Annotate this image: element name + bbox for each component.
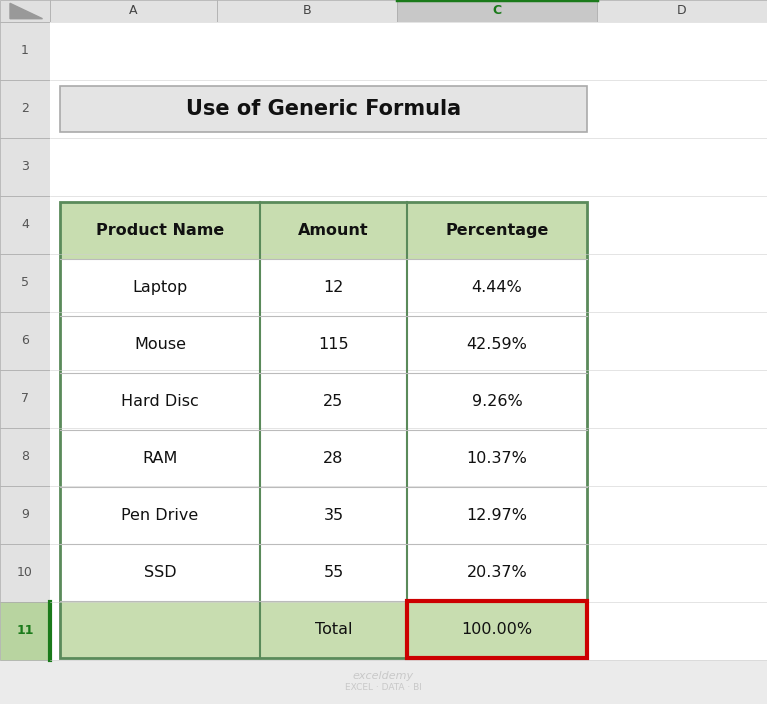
Bar	[217, 0, 397, 22]
Text: 9.26%: 9.26%	[472, 394, 522, 409]
Bar	[397, 0, 597, 22]
Text: 42.59%: 42.59%	[466, 337, 528, 352]
Bar	[50, 0, 217, 22]
Text: EXCEL · DATA · BI: EXCEL · DATA · BI	[345, 684, 422, 693]
Bar	[50, 196, 767, 254]
Text: Amount: Amount	[298, 223, 369, 238]
Bar	[0, 370, 50, 428]
Bar	[50, 312, 767, 370]
Bar	[50, 138, 767, 196]
Text: 10.37%: 10.37%	[466, 451, 528, 466]
Bar	[0, 428, 50, 486]
Bar	[60, 86, 587, 132]
Text: 4: 4	[21, 218, 29, 232]
Text: Total: Total	[314, 622, 352, 637]
Text: 28: 28	[324, 451, 344, 466]
Text: 9: 9	[21, 508, 29, 522]
Text: 12: 12	[324, 280, 344, 295]
Polygon shape	[10, 4, 42, 19]
Bar	[60, 601, 587, 658]
Bar	[0, 486, 50, 544]
Text: Percentage: Percentage	[446, 223, 548, 238]
Text: 8: 8	[21, 451, 29, 463]
Bar	[60, 202, 587, 259]
Bar	[50, 544, 767, 602]
Text: Mouse: Mouse	[134, 337, 186, 352]
Text: 7: 7	[21, 393, 29, 406]
Bar	[60, 202, 587, 658]
Text: 20.37%: 20.37%	[466, 565, 528, 580]
Bar	[0, 544, 50, 602]
Bar	[0, 80, 50, 138]
Text: exceldemy: exceldemy	[353, 671, 414, 681]
Text: A: A	[130, 4, 138, 18]
Text: B: B	[303, 4, 311, 18]
Text: 6: 6	[21, 334, 29, 348]
Bar	[50, 254, 767, 312]
Text: SSD: SSD	[143, 565, 176, 580]
Text: D: D	[677, 4, 686, 18]
Text: 4.44%: 4.44%	[472, 280, 522, 295]
Bar	[50, 428, 767, 486]
Text: Pen Drive: Pen Drive	[121, 508, 199, 523]
Bar	[50, 370, 767, 428]
Bar	[50, 486, 767, 544]
Bar	[0, 196, 50, 254]
Text: 35: 35	[324, 508, 344, 523]
Bar	[0, 138, 50, 196]
Text: 2: 2	[21, 103, 29, 115]
Text: 12.97%: 12.97%	[466, 508, 528, 523]
Text: 25: 25	[324, 394, 344, 409]
Text: C: C	[492, 4, 502, 18]
Bar	[0, 22, 50, 80]
Text: 1: 1	[21, 44, 29, 58]
Text: 100.00%: 100.00%	[462, 622, 532, 637]
Bar	[50, 602, 767, 660]
Bar	[50, 80, 767, 138]
Text: Use of Generic Formula: Use of Generic Formula	[186, 99, 461, 119]
Text: 3: 3	[21, 161, 29, 173]
Text: Laptop: Laptop	[133, 280, 188, 295]
Bar	[0, 0, 50, 22]
Text: 115: 115	[318, 337, 349, 352]
Text: 5: 5	[21, 277, 29, 289]
Bar	[50, 22, 767, 80]
Text: 11: 11	[16, 624, 34, 638]
Bar	[60, 202, 587, 658]
Text: 55: 55	[324, 565, 344, 580]
Bar	[597, 0, 767, 22]
Bar	[407, 601, 587, 658]
Text: RAM: RAM	[143, 451, 178, 466]
Bar	[0, 602, 50, 660]
Text: 10: 10	[17, 567, 33, 579]
Bar	[0, 254, 50, 312]
Bar	[0, 312, 50, 370]
Text: Hard Disc: Hard Disc	[121, 394, 199, 409]
Text: Product Name: Product Name	[96, 223, 224, 238]
